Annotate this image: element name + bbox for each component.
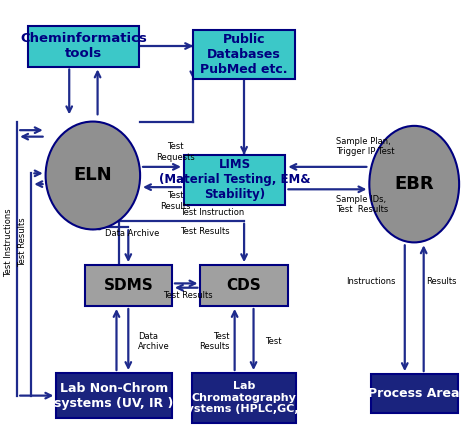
Text: Test Instruction: Test Instruction (180, 207, 245, 216)
Text: Data Archive: Data Archive (105, 229, 159, 238)
FancyBboxPatch shape (56, 373, 172, 418)
Text: SDMS: SDMS (103, 278, 153, 293)
FancyBboxPatch shape (184, 155, 285, 205)
Text: Sample Plan,
Trigger IP Test: Sample Plan, Trigger IP Test (336, 137, 395, 156)
FancyBboxPatch shape (193, 30, 295, 80)
Text: Public
Databases
PubMed etc.: Public Databases PubMed etc. (201, 33, 288, 76)
Text: LIMS
(Material Testing, EM&
Stability): LIMS (Material Testing, EM& Stability) (159, 158, 310, 201)
FancyBboxPatch shape (192, 373, 296, 423)
Text: Test
Results: Test Results (200, 332, 230, 351)
Text: Test
Results: Test Results (160, 191, 191, 211)
Text: Data
Archive: Data Archive (138, 332, 170, 351)
Text: ELN: ELN (73, 167, 112, 184)
Ellipse shape (369, 126, 459, 242)
FancyBboxPatch shape (371, 374, 458, 413)
Text: Lab
Chromatography
systems (HPLC,GC, ): Lab Chromatography systems (HPLC,GC, ) (180, 381, 308, 414)
Text: Test Results: Test Results (163, 291, 212, 300)
FancyBboxPatch shape (28, 26, 139, 67)
Text: Test Instructions: Test Instructions (4, 208, 13, 277)
Text: Lab Non-Chrom
systems (UV, IR ): Lab Non-Chrom systems (UV, IR ) (55, 381, 174, 410)
Text: EBR: EBR (394, 175, 434, 193)
FancyBboxPatch shape (201, 265, 288, 306)
Ellipse shape (46, 122, 140, 229)
Text: Sample IDs,
Test  Results: Sample IDs, Test Results (336, 195, 389, 214)
Text: Process Area: Process Area (368, 387, 460, 400)
Text: Test Results: Test Results (18, 218, 27, 267)
Text: Instructions: Instructions (346, 277, 395, 286)
Text: Cheminformatics
tools: Cheminformatics tools (20, 32, 147, 60)
Text: Results: Results (426, 277, 456, 286)
Text: Test: Test (265, 337, 282, 346)
Text: Test Results: Test Results (180, 227, 230, 236)
FancyBboxPatch shape (84, 265, 172, 306)
Text: CDS: CDS (227, 278, 262, 293)
Text: Test
Requests: Test Requests (156, 142, 195, 162)
